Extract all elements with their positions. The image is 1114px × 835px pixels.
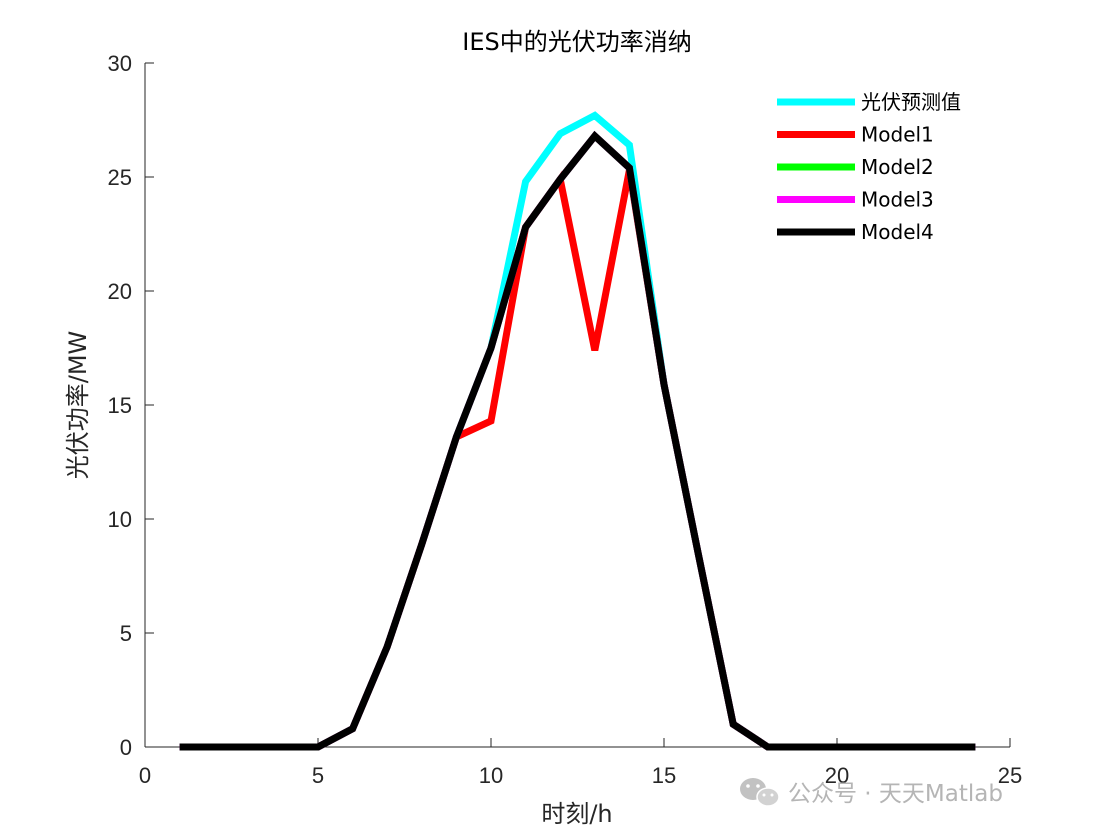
x-tick-label: 25 xyxy=(998,763,1022,788)
y-tick-label: 15 xyxy=(108,393,132,418)
y-tick-label: 0 xyxy=(120,735,132,760)
y-axis-ticks: 0 5 10 15 20 25 30 xyxy=(108,51,154,760)
series-lines xyxy=(179,111,976,751)
x-tick-label: 5 xyxy=(312,763,324,788)
x-tick-label: 10 xyxy=(479,763,503,788)
y-axis-label: 光伏功率/MW xyxy=(64,331,92,480)
series-line-1 xyxy=(179,111,976,751)
x-axis-ticks: 0 5 10 15 20 25 xyxy=(139,738,1022,788)
x-axis-label: 时刻/h xyxy=(541,800,612,828)
y-tick-label: 20 xyxy=(108,279,132,304)
x-tick-label: 20 xyxy=(825,763,849,788)
y-tick-label: 5 xyxy=(120,621,132,646)
series-line-4 xyxy=(179,130,976,751)
series-line-5 xyxy=(179,130,976,751)
x-tick-label: 15 xyxy=(652,763,676,788)
legend-label-2: Model1 xyxy=(861,123,934,147)
series-line-3 xyxy=(179,130,976,751)
wechat-icon xyxy=(740,778,780,807)
legend-label-5: Model4 xyxy=(861,220,934,244)
watermark-text: 公众号 · 天天Matlab xyxy=(788,781,1003,807)
series-line-2 xyxy=(179,169,976,751)
y-tick-label: 10 xyxy=(108,507,132,532)
x-tick-label: 0 xyxy=(139,763,151,788)
y-tick-label: 30 xyxy=(108,51,132,76)
legend-label-1: 光伏预测值 xyxy=(861,90,961,114)
y-tick-label: 25 xyxy=(108,165,132,190)
legend: 光伏预测值 Model1 Model2 Model3 Model4 xyxy=(777,90,961,244)
legend-label-4: Model3 xyxy=(861,188,934,212)
chart-title: IES中的光伏功率消纳 xyxy=(462,28,691,56)
legend-label-3: Model2 xyxy=(861,155,934,179)
watermark: 公众号 · 天天Matlab xyxy=(740,778,1003,807)
